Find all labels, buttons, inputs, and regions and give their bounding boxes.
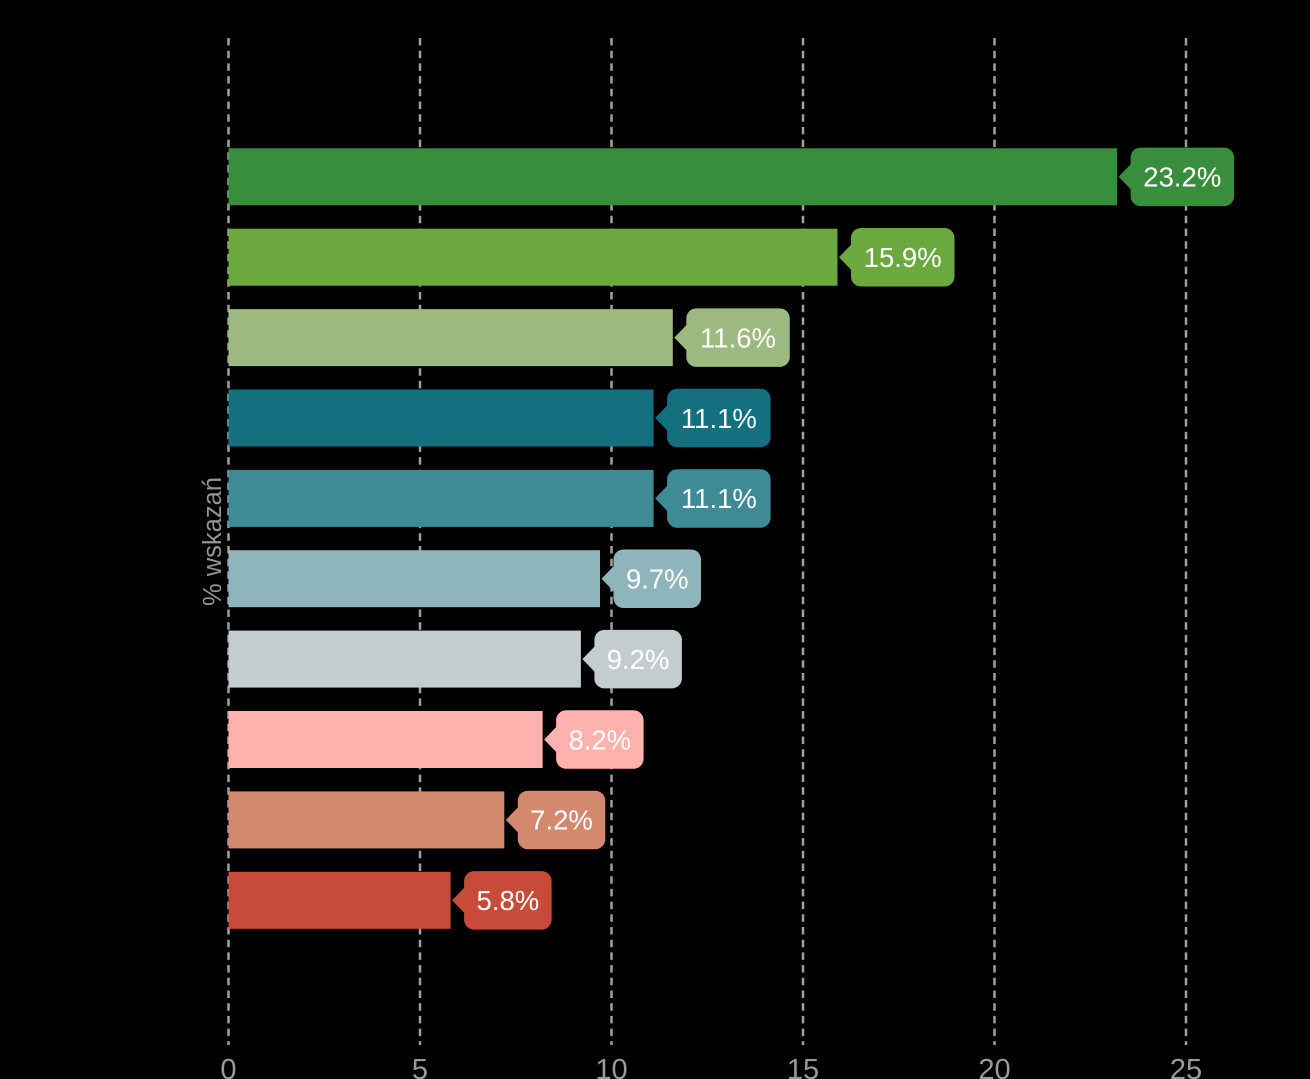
svg-text:5: 5 (412, 1054, 428, 1079)
svg-text:15.9%: 15.9% (864, 242, 942, 273)
svg-text:23.2%: 23.2% (1143, 162, 1221, 193)
svg-text:0: 0 (220, 1054, 236, 1079)
svg-text:7.2%: 7.2% (530, 805, 593, 836)
svg-text:10: 10 (595, 1054, 627, 1079)
svg-text:% wskazań: % wskazań (199, 477, 227, 606)
svg-text:5.8%: 5.8% (477, 885, 540, 916)
svg-text:9.2%: 9.2% (607, 644, 670, 675)
svg-text:15: 15 (787, 1054, 819, 1079)
svg-text:25: 25 (1170, 1054, 1202, 1079)
svg-text:20: 20 (978, 1054, 1010, 1079)
svg-text:11.1%: 11.1% (681, 403, 757, 434)
svg-text:8.2%: 8.2% (568, 724, 631, 755)
svg-text:11.1%: 11.1% (681, 483, 757, 514)
svg-text:9.7%: 9.7% (626, 564, 689, 595)
svg-text:11.6%: 11.6% (700, 322, 776, 353)
